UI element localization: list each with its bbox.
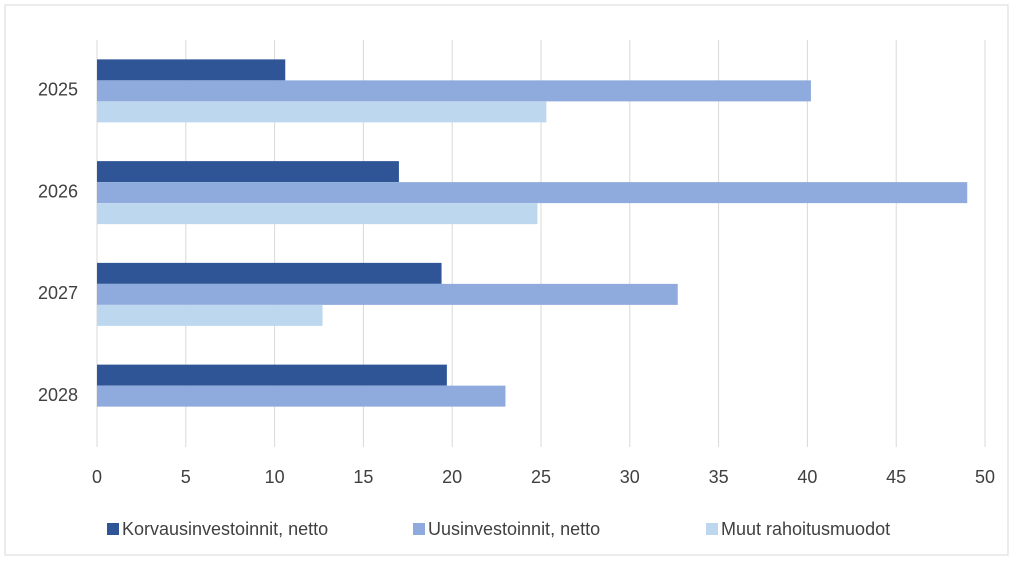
y-tick-label: 2025 [38,80,78,100]
y-tick-label: 2026 [38,181,78,201]
bar [97,182,968,204]
bar [97,203,538,225]
legend-swatch [706,523,718,535]
x-tick-label: 30 [620,467,640,487]
bar [97,262,442,284]
legend-swatch [107,523,119,535]
y-tick-label: 2027 [38,283,78,303]
x-tick-label: 25 [531,467,551,487]
bar [97,304,323,326]
x-tick-label: 40 [797,467,817,487]
legend-label: Muut rahoitusmuodot [721,519,890,539]
x-tick-label: 0 [92,467,102,487]
x-tick-label: 45 [886,467,906,487]
y-tick-label: 2028 [38,385,78,405]
x-tick-label: 20 [442,467,462,487]
legend-label: Korvausinvestoinnit, netto [122,519,328,539]
legend-label: Uusinvestoinnit, netto [428,519,600,539]
bar [97,385,506,407]
x-tick-label: 15 [353,467,373,487]
bar [97,101,547,123]
bar [97,283,678,305]
x-tick-label: 5 [181,467,191,487]
bar [97,364,447,386]
bar [97,161,399,183]
x-tick-label: 35 [709,467,729,487]
bar [97,80,811,102]
bar [97,59,286,81]
x-tick-label: 50 [975,467,995,487]
x-tick-label: 10 [265,467,285,487]
legend-swatch [413,523,425,535]
